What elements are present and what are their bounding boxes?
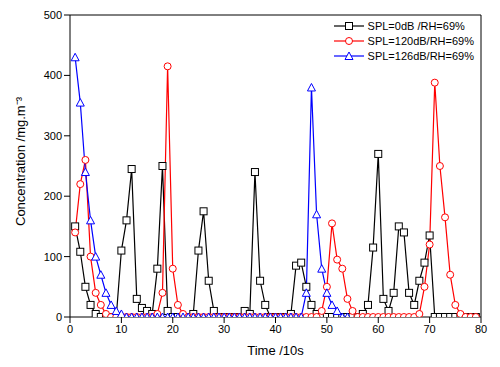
svg-text:30: 30 bbox=[218, 323, 230, 335]
svg-text:500: 500 bbox=[44, 9, 62, 21]
svg-text:40: 40 bbox=[269, 323, 281, 335]
svg-text:100: 100 bbox=[44, 251, 62, 263]
svg-text:Concentration /mg.m⁻³: Concentration /mg.m⁻³ bbox=[13, 96, 28, 226]
svg-text:0: 0 bbox=[67, 323, 73, 335]
svg-text:0: 0 bbox=[56, 311, 62, 323]
html-text:SPL=126dB/RH=69%: SPL=126dB/RH=69% bbox=[367, 49, 474, 62]
svg-text:60: 60 bbox=[372, 323, 384, 335]
svg-text:80: 80 bbox=[475, 323, 487, 335]
svg-text:300: 300 bbox=[44, 130, 62, 142]
html-text:SPL=0dB /RH=69%: SPL=0dB /RH=69% bbox=[367, 19, 465, 32]
svg-text:Time /10s: Time /10s bbox=[247, 343, 304, 358]
svg-text:50: 50 bbox=[321, 323, 333, 335]
svg-text:400: 400 bbox=[44, 69, 62, 81]
svg-text:200: 200 bbox=[44, 190, 62, 202]
svg-text:70: 70 bbox=[424, 323, 436, 335]
svg-text:10: 10 bbox=[115, 323, 127, 335]
html-text:SPL=120dB/RH=69%: SPL=120dB/RH=69% bbox=[367, 34, 474, 47]
svg-text:20: 20 bbox=[167, 323, 179, 335]
